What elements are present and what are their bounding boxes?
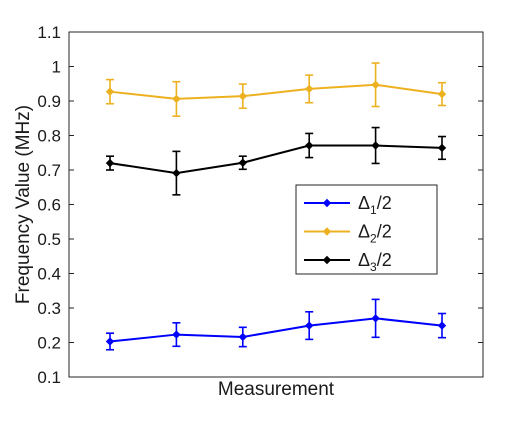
legend: Δ1/2 Δ2/2 Δ3/2 (295, 184, 438, 275)
data-point (304, 321, 314, 330)
data-point (238, 91, 248, 101)
series-1 (105, 298, 447, 351)
series-line (109, 83, 443, 100)
y-axis: 0.1 0.2 0.3 0.4 0.5 0.6 0.7 0.8 0.9 1 1.1 (37, 23, 483, 387)
y-tick-label: 1 (52, 58, 61, 77)
y-tick-label: 1.1 (37, 23, 61, 42)
y-tick-label: 0.2 (37, 334, 61, 353)
series-3 (105, 126, 447, 196)
y-tick-label: 0.1 (37, 368, 61, 387)
y-tick-label: 0.5 (37, 230, 61, 249)
data-point (304, 84, 314, 94)
series-layer (105, 62, 447, 351)
y-tick-label: 0.4 (37, 265, 61, 284)
data-point (105, 87, 115, 96)
y-tick-label: 0.9 (37, 92, 61, 111)
series-line (109, 144, 443, 175)
series-2 (105, 62, 447, 117)
y-tick-label: 0.7 (37, 161, 61, 180)
data-point (238, 158, 248, 167)
data-point (371, 80, 380, 89)
data-point (437, 143, 447, 153)
legend-label: Δ3/2 (358, 250, 392, 274)
data-point (304, 141, 314, 150)
legend-marker (322, 255, 332, 265)
data-point (172, 168, 181, 178)
data-point (371, 314, 380, 323)
y-axis-label: Frequency Value (MHz) (13, 105, 34, 304)
data-point (172, 94, 181, 104)
data-point (172, 330, 181, 339)
series-line (109, 317, 443, 343)
data-point (437, 321, 447, 330)
data-point (238, 332, 248, 342)
data-point (105, 158, 115, 168)
x-axis-label: Measurement (218, 379, 335, 400)
y-tick-label: 0.3 (37, 299, 61, 318)
data-point (437, 89, 447, 99)
legend-marker (322, 198, 332, 208)
legend-marker (322, 227, 332, 236)
y-tick-label: 0.6 (37, 196, 61, 215)
data-point (371, 141, 380, 150)
legend-label: Δ2/2 (358, 222, 392, 246)
legend-label: Δ1/2 (358, 193, 392, 217)
data-point (105, 337, 115, 346)
y-tick-label: 0.8 (37, 127, 61, 146)
